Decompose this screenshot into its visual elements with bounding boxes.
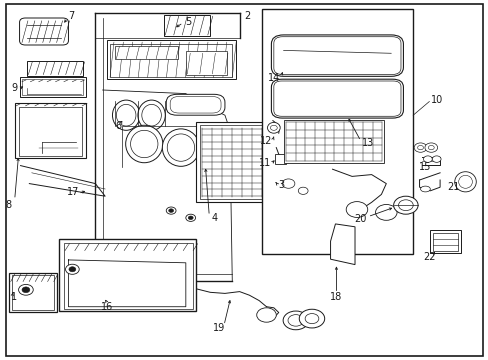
Text: 20: 20	[354, 213, 366, 224]
Bar	[63, 243, 193, 309]
Ellipse shape	[166, 207, 176, 214]
Ellipse shape	[424, 143, 437, 152]
Text: 15: 15	[418, 162, 431, 172]
Ellipse shape	[256, 308, 276, 322]
Bar	[22, 79, 83, 95]
Bar	[199, 125, 294, 199]
Text: 13: 13	[361, 138, 373, 148]
Text: 21: 21	[447, 182, 459, 192]
Ellipse shape	[267, 122, 280, 133]
Ellipse shape	[138, 100, 165, 130]
Bar	[9, 273, 57, 312]
Ellipse shape	[375, 204, 396, 220]
Ellipse shape	[168, 209, 173, 212]
Bar	[274, 154, 285, 164]
Text: 3: 3	[278, 180, 285, 190]
Ellipse shape	[22, 287, 30, 293]
Ellipse shape	[413, 143, 426, 152]
Ellipse shape	[393, 196, 417, 214]
Text: 8: 8	[6, 200, 12, 210]
Ellipse shape	[112, 100, 140, 130]
Bar	[12, 275, 54, 310]
Ellipse shape	[125, 125, 163, 163]
Ellipse shape	[162, 129, 199, 166]
Bar	[20, 77, 85, 97]
FancyBboxPatch shape	[271, 35, 403, 76]
Text: 19: 19	[212, 323, 224, 333]
Bar	[185, 51, 227, 75]
Text: 6: 6	[115, 121, 121, 131]
Bar	[278, 164, 295, 196]
Ellipse shape	[420, 186, 429, 192]
Text: 1: 1	[11, 292, 18, 302]
Text: 10: 10	[430, 95, 443, 105]
Bar	[163, 15, 210, 36]
Ellipse shape	[283, 311, 308, 330]
Text: 16: 16	[100, 302, 113, 312]
Text: 11: 11	[258, 158, 270, 168]
Ellipse shape	[454, 172, 475, 192]
Text: 2: 2	[244, 11, 249, 21]
Ellipse shape	[19, 284, 33, 295]
Text: 9: 9	[12, 83, 18, 93]
Bar	[283, 120, 383, 163]
Ellipse shape	[65, 264, 79, 274]
Ellipse shape	[298, 187, 307, 194]
Bar	[19, 107, 82, 156]
Text: 4: 4	[211, 213, 217, 223]
Ellipse shape	[423, 156, 431, 162]
Ellipse shape	[185, 214, 195, 221]
Bar	[429, 230, 460, 253]
Text: 22: 22	[422, 252, 435, 262]
Bar	[278, 130, 295, 158]
Text: 18: 18	[329, 292, 342, 302]
Bar	[106, 40, 236, 79]
Text: 5: 5	[185, 17, 191, 27]
Bar	[432, 233, 457, 251]
Text: 17: 17	[67, 186, 80, 197]
Ellipse shape	[299, 309, 324, 328]
Bar	[15, 103, 85, 158]
Text: 14: 14	[267, 73, 280, 83]
Text: 12: 12	[259, 136, 271, 146]
Ellipse shape	[346, 202, 367, 217]
Bar	[115, 46, 178, 59]
Bar	[27, 61, 83, 76]
FancyBboxPatch shape	[20, 18, 68, 45]
FancyBboxPatch shape	[271, 79, 403, 118]
Bar	[59, 239, 195, 311]
Ellipse shape	[69, 267, 76, 272]
Ellipse shape	[188, 216, 193, 220]
Ellipse shape	[431, 156, 440, 162]
Text: 7: 7	[68, 11, 74, 21]
Ellipse shape	[282, 179, 294, 188]
Polygon shape	[330, 224, 354, 265]
Bar	[110, 44, 232, 77]
FancyBboxPatch shape	[166, 94, 224, 115]
Bar	[261, 9, 412, 254]
Bar	[195, 122, 298, 202]
